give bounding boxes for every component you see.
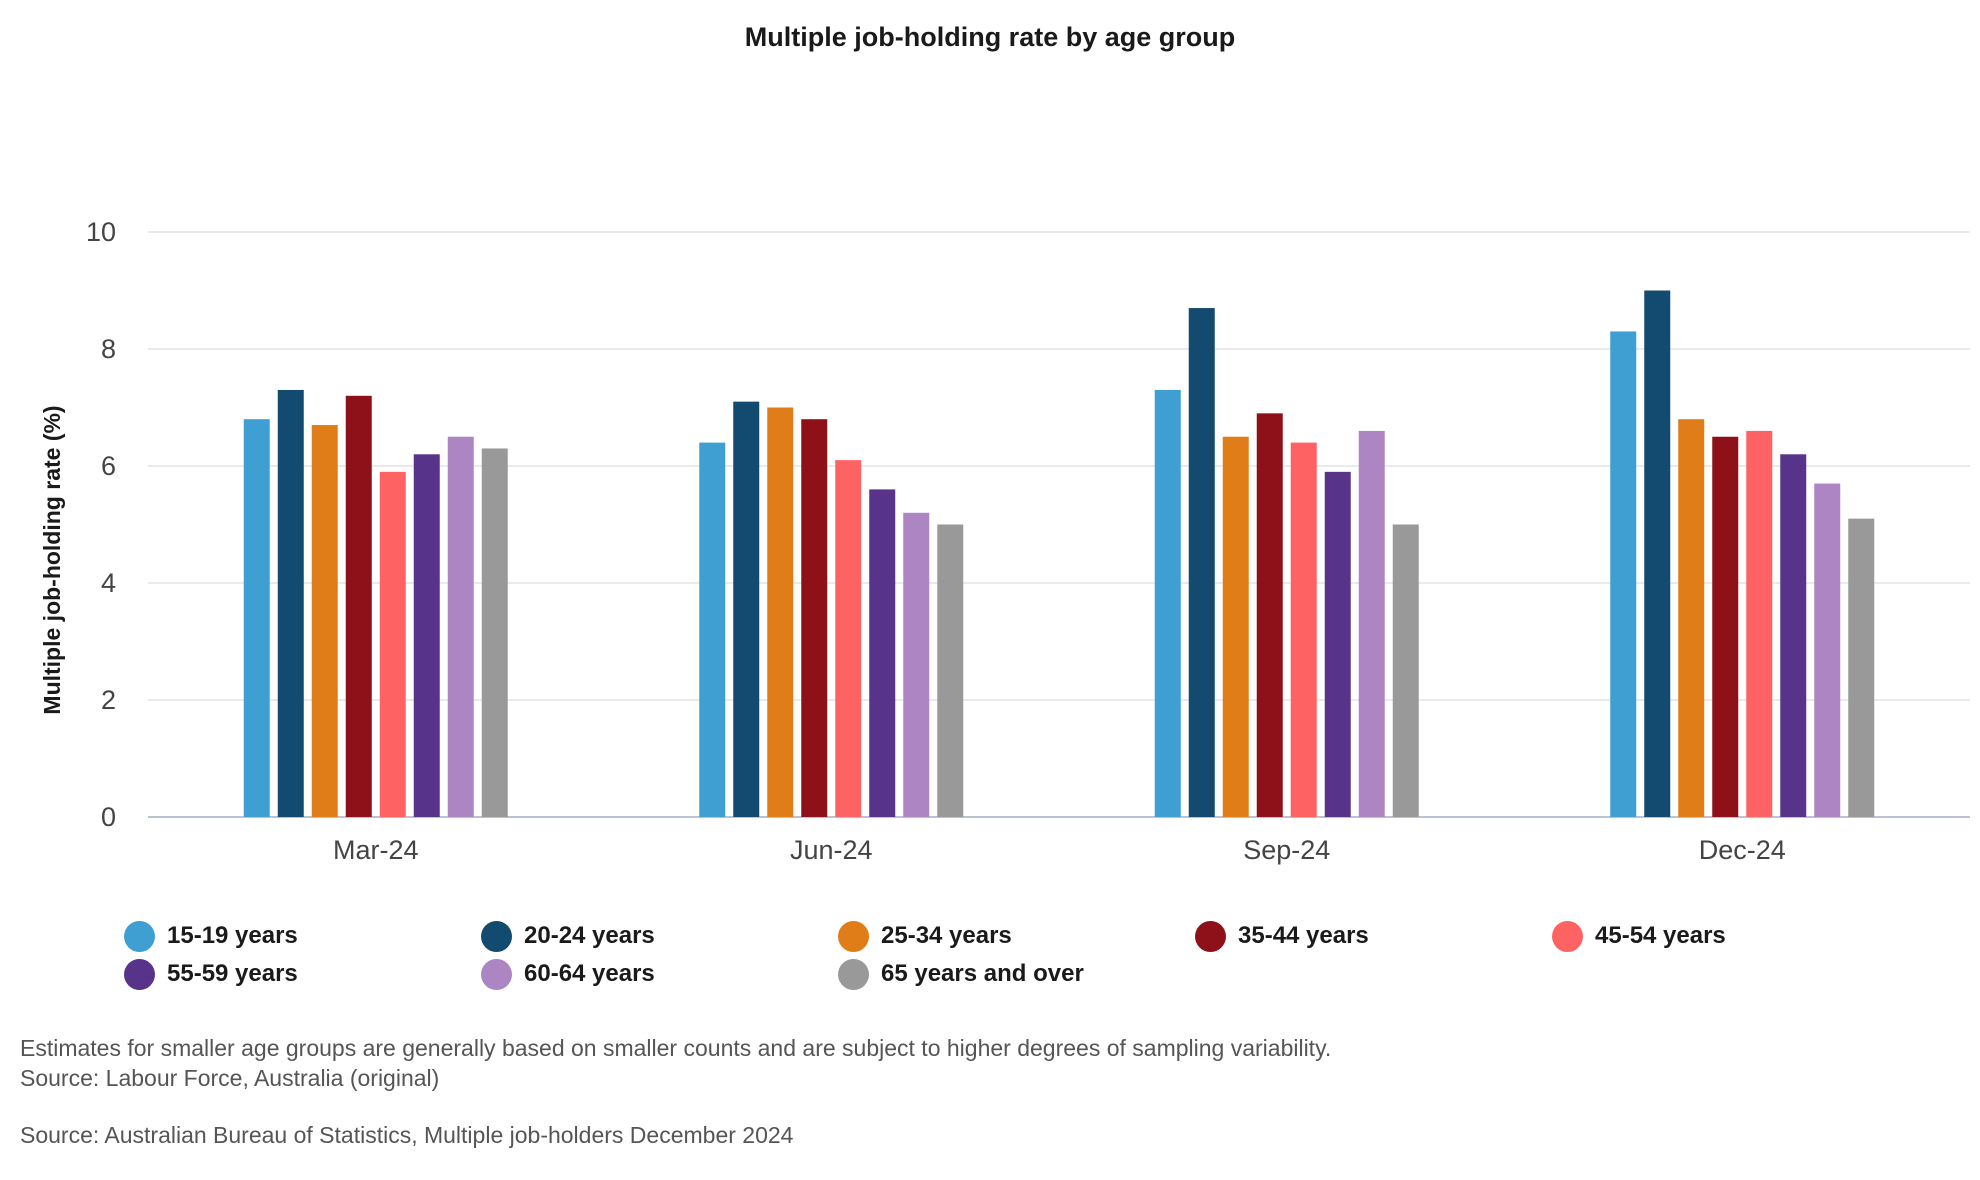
legend-swatch [838, 958, 869, 990]
bar[interactable]: 60-64 years, Mar-24: 6.5 [447, 436, 474, 817]
bar[interactable]: 20-24 years, Jun-24: 7.1 [733, 401, 760, 817]
legend-swatch [124, 920, 155, 952]
bar[interactable]: 65 years and over, Dec-24: 5.1 [1848, 518, 1875, 817]
legend-label: 35-44 years [1238, 922, 1369, 949]
bar[interactable]: 45-54 years, Mar-24: 5.9 [379, 471, 406, 817]
y-tick-label: 8 [101, 334, 116, 364]
bar[interactable]: 60-64 years, Dec-24: 5.7 [1814, 483, 1841, 817]
y-tick-label: 6 [101, 451, 116, 481]
bar[interactable]: 25-34 years, Dec-24: 6.8 [1678, 419, 1705, 817]
note-source: Source: Labour Force, Australia (origina… [20, 1065, 440, 1091]
bar[interactable]: 25-34 years, Jun-24: 7 [767, 407, 794, 818]
y-tick-label: 2 [101, 685, 116, 715]
legend-item[interactable]: 35-44 years [1195, 918, 1369, 954]
bars: 15-19 years, Mar-24: 6.8 20-24 years, Mar… [243, 290, 1875, 818]
legend-swatch [481, 920, 512, 952]
note-sampling: Estimates for smaller age groups are gen… [20, 1035, 1332, 1061]
bar-chart: 15-19 years, Mar-24: 6.8 20-24 years, Mar… [39, 217, 1970, 865]
legend-label: 60-64 years [524, 960, 655, 987]
legend-swatch [1195, 920, 1226, 952]
bar[interactable]: 45-54 years, Jun-24: 6.1 [835, 460, 862, 817]
y-axis-label: Multiple job-holding rate (%) [39, 405, 65, 714]
bar[interactable]: 55-59 years, Sep-24: 5.9 [1324, 471, 1351, 817]
legend-swatch [838, 920, 869, 952]
bar[interactable]: 45-54 years, Sep-24: 6.4 [1290, 442, 1317, 817]
legend-swatch [124, 958, 155, 990]
legend-label: 15-19 years [167, 922, 298, 949]
bar[interactable]: 35-44 years, Dec-24: 6.5 [1712, 436, 1739, 817]
x-tick-label: Sep-24 [1243, 835, 1330, 865]
bar[interactable]: 25-34 years, Sep-24: 6.5 [1222, 436, 1249, 817]
bar[interactable]: 15-19 years, Mar-24: 6.8 [243, 419, 270, 817]
y-tick-label: 0 [101, 802, 116, 832]
bar[interactable]: 55-59 years, Dec-24: 6.2 [1780, 454, 1807, 817]
bar[interactable]: 55-59 years, Mar-24: 6.2 [413, 454, 440, 817]
chart-notes: Estimates for smaller age groups are gen… [20, 1033, 1331, 1093]
legend-label: 55-59 years [167, 960, 298, 987]
bar[interactable]: 55-59 years, Jun-24: 5.6 [869, 489, 896, 817]
bar[interactable]: 45-54 years, Dec-24: 6.6 [1746, 430, 1773, 817]
legend-item[interactable]: 65 years and over [838, 956, 1084, 992]
bar[interactable]: 65 years and over, Sep-24: 5 [1392, 524, 1419, 818]
legend-swatch [481, 958, 512, 990]
x-tick-label: Dec-24 [1699, 835, 1786, 865]
legend-label: 20-24 years [524, 922, 655, 949]
legend-label: 45-54 years [1595, 922, 1726, 949]
y-tick-label: 10 [86, 217, 116, 247]
y-tick-label: 4 [101, 568, 116, 598]
bar[interactable]: 15-19 years, Dec-24: 8.3 [1610, 331, 1637, 817]
legend-item[interactable]: 45-54 years [1552, 918, 1726, 954]
bar[interactable]: 35-44 years, Sep-24: 6.9 [1256, 413, 1283, 817]
chart-source: Source: Australian Bureau of Statistics,… [20, 1122, 794, 1148]
bar[interactable]: 65 years and over, Jun-24: 5 [937, 524, 964, 818]
bar[interactable]: 20-24 years, Mar-24: 7.3 [277, 389, 304, 817]
bar[interactable]: 15-19 years, Jun-24: 6.4 [699, 442, 726, 817]
bar[interactable]: 60-64 years, Sep-24: 6.6 [1358, 430, 1385, 817]
legend-label: 25-34 years [881, 922, 1012, 949]
y-axis-ticks: 0 2 4 6 8 10 [86, 217, 116, 832]
legend-item[interactable]: 60-64 years [481, 956, 655, 992]
bar[interactable]: 35-44 years, Mar-24: 7.2 [345, 395, 372, 817]
x-axis-ticks: Mar-24 Jun-24 Sep-24 Dec-24 [333, 835, 1786, 865]
legend-swatch [1552, 920, 1583, 952]
bar[interactable]: 35-44 years, Jun-24: 6.8 [801, 419, 828, 817]
bar[interactable]: 20-24 years, Sep-24: 8.7 [1188, 308, 1215, 817]
legend-item[interactable]: 20-24 years [481, 918, 655, 954]
x-tick-label: Mar-24 [333, 835, 419, 865]
legend-item[interactable]: 25-34 years [838, 918, 1012, 954]
bar[interactable]: 65 years and over, Mar-24: 6.3 [481, 448, 508, 817]
legend-item[interactable]: 55-59 years [124, 956, 298, 992]
bar[interactable]: 60-64 years, Jun-24: 5.2 [903, 512, 930, 817]
x-tick-label: Jun-24 [790, 835, 873, 865]
bar[interactable]: 25-34 years, Mar-24: 6.7 [311, 425, 338, 817]
chart-title: Multiple job-holding rate by age group [744, 22, 1236, 52]
bar[interactable]: 20-24 years, Dec-24: 9 [1644, 290, 1671, 818]
legend-label: 65 years and over [881, 960, 1084, 987]
legend-item[interactable]: 15-19 years [124, 918, 298, 954]
bar[interactable]: 15-19 years, Sep-24: 7.3 [1154, 389, 1181, 817]
